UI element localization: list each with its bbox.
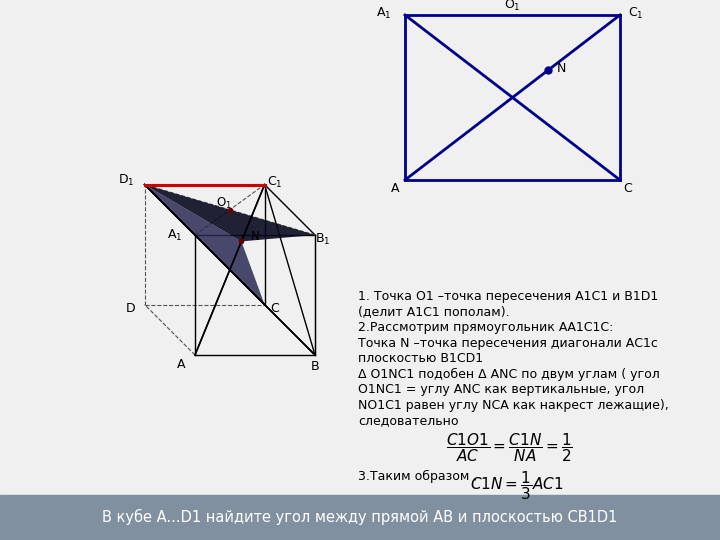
Polygon shape bbox=[145, 185, 315, 241]
Polygon shape bbox=[145, 185, 265, 305]
Text: A$_1$: A$_1$ bbox=[167, 227, 183, 242]
Text: NO1C1 равен углу NCA как накрест лежащие),: NO1C1 равен углу NCA как накрест лежащие… bbox=[358, 399, 669, 411]
Text: B$_1$: B$_1$ bbox=[315, 232, 330, 247]
Text: N: N bbox=[251, 231, 259, 244]
Text: O$_1$: O$_1$ bbox=[504, 0, 521, 12]
Text: C: C bbox=[624, 181, 632, 194]
Text: плоскостью В1СD1: плоскостью В1СD1 bbox=[358, 352, 483, 365]
Text: B: B bbox=[311, 361, 319, 374]
Text: $C1N = \dfrac{1}{3}AC1$: $C1N = \dfrac{1}{3}AC1$ bbox=[470, 469, 564, 502]
Text: 2.Рассмотрим прямоугольник АА1С1С:: 2.Рассмотрим прямоугольник АА1С1С: bbox=[358, 321, 613, 334]
Text: A$_1$: A$_1$ bbox=[376, 5, 391, 21]
Text: O$_1$: O$_1$ bbox=[216, 196, 232, 211]
Text: C$_1$: C$_1$ bbox=[267, 175, 282, 190]
Text: следовательно: следовательно bbox=[358, 414, 459, 427]
Text: Δ О1NC1 подобен Δ ANC по двум углам ( угол: Δ О1NC1 подобен Δ ANC по двум углам ( уг… bbox=[358, 368, 660, 381]
Text: C$_1$: C$_1$ bbox=[628, 5, 644, 21]
Text: D$_1$: D$_1$ bbox=[118, 173, 135, 188]
Text: О1NC1 = углу ANC как вертикальные, угол: О1NC1 = углу ANC как вертикальные, угол bbox=[358, 383, 644, 396]
Text: Точка N –точка пересечения диагонали АС1с: Точка N –точка пересечения диагонали АС1… bbox=[358, 336, 658, 349]
Text: 1. Точка О1 –точка пересечения А1С1 и В1D1: 1. Точка О1 –точка пересечения А1С1 и В1… bbox=[358, 290, 658, 303]
Text: В кубе A...D1 найдите угол между прямой AB и плоскостью CB1D1: В кубе A...D1 найдите угол между прямой … bbox=[102, 509, 618, 525]
Text: $\dfrac{C1O1}{AC} = \dfrac{C1N}{NA} = \dfrac{1}{2}$: $\dfrac{C1O1}{AC} = \dfrac{C1N}{NA} = \d… bbox=[446, 431, 573, 464]
Text: 3.Таким образом ,: 3.Таким образом , bbox=[358, 469, 477, 483]
Text: D: D bbox=[126, 302, 135, 315]
Text: C: C bbox=[270, 302, 279, 315]
Text: A: A bbox=[391, 181, 400, 194]
Text: N: N bbox=[557, 62, 566, 75]
Bar bbox=[0, 495, 720, 540]
Text: A: A bbox=[176, 359, 185, 372]
Text: (делит А1С1 пополам).: (делит А1С1 пополам). bbox=[358, 306, 510, 319]
